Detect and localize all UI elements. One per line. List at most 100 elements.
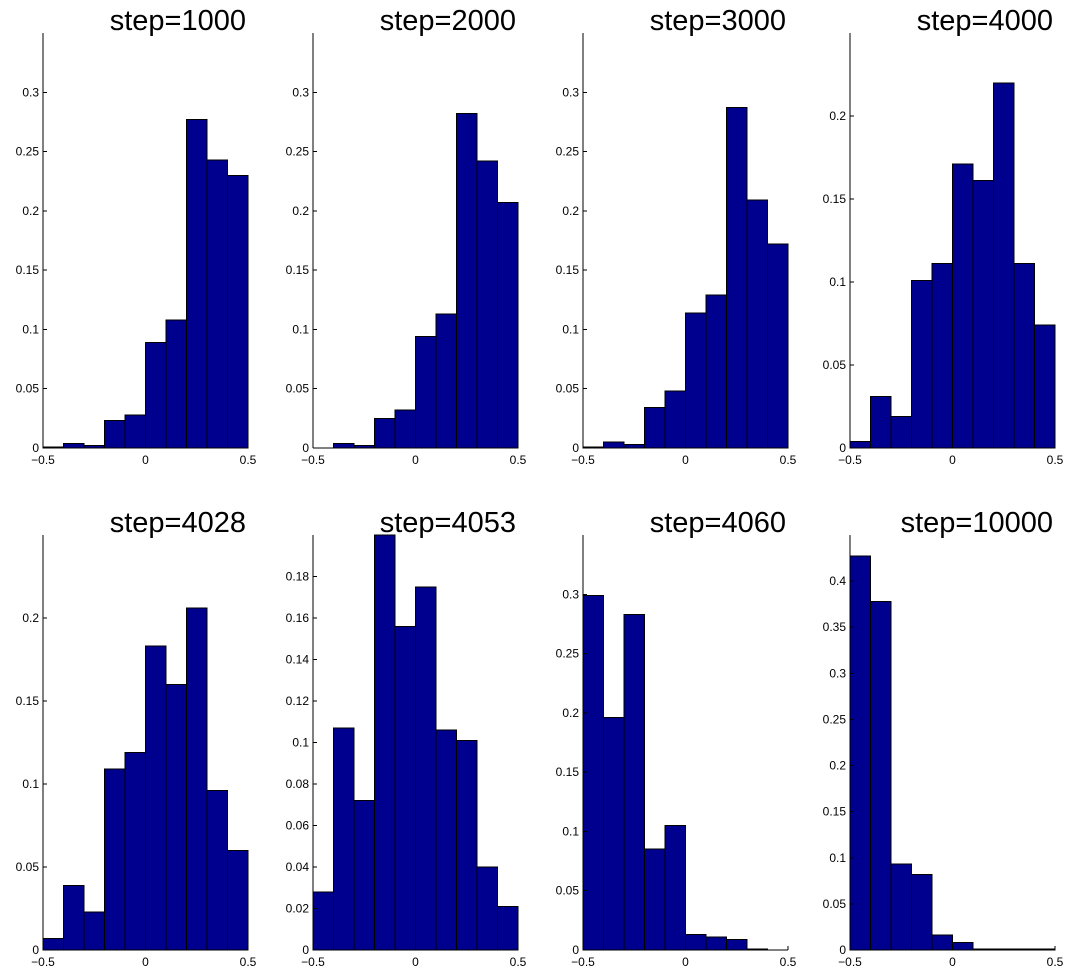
y-tick-label: 0.08 <box>286 777 310 791</box>
y-tick-label: 0.25 <box>556 145 580 159</box>
x-tick-label: 0.5 <box>780 453 797 467</box>
histogram-bar <box>870 396 892 449</box>
y-tick-label: 0.25 <box>556 647 580 661</box>
histogram-bar <box>911 873 933 951</box>
y-tick-label: 0.04 <box>286 860 310 874</box>
y-tick-label: 0.05 <box>823 358 847 372</box>
y-tick-label: 0.02 <box>286 902 310 916</box>
y-tick-label: 0.15 <box>16 263 40 277</box>
y-tick-label: 0.15 <box>823 805 847 819</box>
histogram-bar <box>870 600 892 951</box>
x-tick-label: −0.5 <box>838 453 862 467</box>
y-tick-label: 0.1 <box>562 824 579 838</box>
histogram-panel: 00.050.10.150.20.250.30.350.4−0.5 0 0.5ste… <box>823 507 1064 969</box>
panel-title: step=4060 <box>650 507 786 539</box>
histogram-bar <box>664 390 686 449</box>
histogram-bar <box>726 107 748 449</box>
y-tick-label: 0 <box>839 441 846 455</box>
y-tick-label: 0 <box>32 943 39 957</box>
x-tick-label: 0 <box>142 955 149 969</box>
y-tick-label: 0.05 <box>556 884 580 898</box>
y-tick-label: 0.15 <box>823 192 847 206</box>
y-tick-label: 0.18 <box>286 570 310 584</box>
histogram-bar <box>849 555 871 951</box>
y-tick-label: 0 <box>572 943 579 957</box>
x-tick-label: 0 <box>682 453 689 467</box>
y-tick-label: 0.1 <box>292 322 309 336</box>
panel-title: step=1000 <box>110 5 246 37</box>
histogram-bar <box>582 594 604 951</box>
histogram-bar <box>165 683 187 951</box>
histogram-bar <box>124 414 146 449</box>
y-tick-label: 0.05 <box>556 382 580 396</box>
x-tick-label: 0.5 <box>240 453 257 467</box>
histogram-bar <box>165 319 187 449</box>
x-tick-label: −0.5 <box>31 453 55 467</box>
x-tick-label: 0 <box>682 955 689 969</box>
y-tick-label: 0.1 <box>22 777 39 791</box>
panel-title: step=4000 <box>917 5 1053 37</box>
histogram-bar <box>83 911 105 951</box>
y-tick-label: 0.3 <box>292 85 309 99</box>
y-tick-label: 0.3 <box>22 85 39 99</box>
histogram-panel: 0 0.02 0.04 0.06 0.08 0.1 0.12 0.14 0.16 0.18 −0.5… <box>286 507 527 969</box>
histogram-bar <box>104 420 126 449</box>
y-tick-label: 0.25 <box>286 145 310 159</box>
y-tick-label: 0.2 <box>829 759 846 773</box>
histogram-bar <box>767 243 789 449</box>
x-tick-label: 0.5 <box>1047 955 1064 969</box>
y-tick-label: 0.3 <box>829 666 846 680</box>
histogram-bar <box>952 163 974 449</box>
histogram-bar <box>623 613 645 951</box>
histogram-bar <box>374 417 396 449</box>
y-tick-label: 0.2 <box>22 204 39 218</box>
y-tick-label: 0 <box>302 943 309 957</box>
histogram-bar <box>186 607 208 951</box>
histogram-bar <box>312 891 334 951</box>
y-tick-label: 0.3 <box>562 85 579 99</box>
y-tick-label: 0 <box>839 943 846 957</box>
histogram-bar <box>435 729 457 951</box>
y-tick-label: 0.25 <box>16 145 40 159</box>
histogram-bar <box>476 866 498 951</box>
x-tick-label: 0 <box>949 955 956 969</box>
panel-title: step=2000 <box>380 5 516 37</box>
histogram-bar <box>497 905 519 951</box>
x-tick-label: 0 <box>412 453 419 467</box>
histogram-bar <box>435 313 457 449</box>
histogram-bar <box>497 202 519 449</box>
histogram-bar <box>63 442 85 449</box>
x-tick-label: 0 <box>949 453 956 467</box>
y-tick-label: 0.05 <box>286 382 310 396</box>
histogram-bar <box>931 934 953 951</box>
histogram-bar <box>972 180 994 449</box>
histogram-bar <box>664 825 686 951</box>
histogram-bar <box>726 938 748 951</box>
histogram-bar <box>227 849 249 951</box>
y-tick-label: 0.05 <box>16 382 40 396</box>
y-tick-label: 0.06 <box>286 819 310 833</box>
histogram-bar <box>1034 324 1056 449</box>
y-tick-label: 0.2 <box>562 706 579 720</box>
y-tick-label: 0 <box>572 441 579 455</box>
y-tick-label: 0.05 <box>16 860 40 874</box>
x-tick-label: −0.5 <box>838 955 862 969</box>
histogram-bar <box>63 884 85 951</box>
y-tick-label: 0.15 <box>556 765 580 779</box>
histogram-bar <box>394 625 416 951</box>
y-tick-label: 0.35 <box>823 620 847 634</box>
y-tick-label: 0 <box>302 441 309 455</box>
histogram-bar <box>42 937 64 951</box>
x-tick-label: −0.5 <box>571 453 595 467</box>
histogram-bar <box>186 119 208 449</box>
x-tick-label: 0.5 <box>780 955 797 969</box>
histogram-bar <box>456 113 478 449</box>
y-tick-label: 0.1 <box>292 736 309 750</box>
y-tick-label: 0.15 <box>286 263 310 277</box>
histogram-bar <box>206 790 228 951</box>
